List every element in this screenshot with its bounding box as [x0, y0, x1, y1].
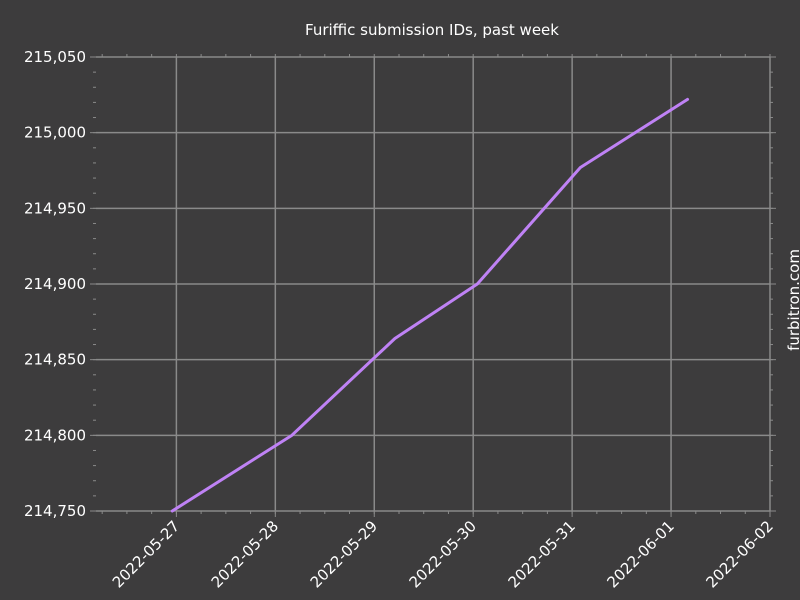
y-tick-label: 215,000 [24, 124, 86, 142]
y-tick-label: 215,050 [24, 48, 86, 66]
y-tick-label: 214,750 [24, 502, 86, 520]
y-tick-label: 214,950 [24, 199, 86, 217]
series-line [170, 97, 690, 513]
y-gridlines [96, 56, 770, 512]
x-tick-label: 2022-05-29 [307, 517, 381, 591]
axis-ticks [90, 54, 776, 517]
data-series [170, 97, 690, 513]
y-tick-label: 214,800 [24, 426, 86, 444]
x-tick-label: 2022-05-28 [208, 517, 282, 591]
chart-title: Furiffic submission IDs, past week [305, 21, 559, 39]
x-tick-label: 2022-05-31 [505, 517, 579, 591]
x-tick-label: 2022-05-27 [109, 517, 183, 591]
x-tick-label: 2022-05-30 [406, 517, 480, 591]
y-tick-label: 214,900 [24, 275, 86, 293]
x-tick-label: 2022-06-01 [604, 517, 678, 591]
watermark-text: furbitron.com [785, 249, 800, 351]
y-tick-labels: 214,750 214,800 214,850 214,900 214,950 215,0… [24, 48, 86, 520]
x-tick-labels: 2022-05-27 2022-05-28 2022-05-29 2022-05-30… [109, 517, 777, 591]
x-tick-label: 2022-06-02 [702, 517, 776, 591]
y-tick-label: 214,850 [24, 351, 86, 369]
